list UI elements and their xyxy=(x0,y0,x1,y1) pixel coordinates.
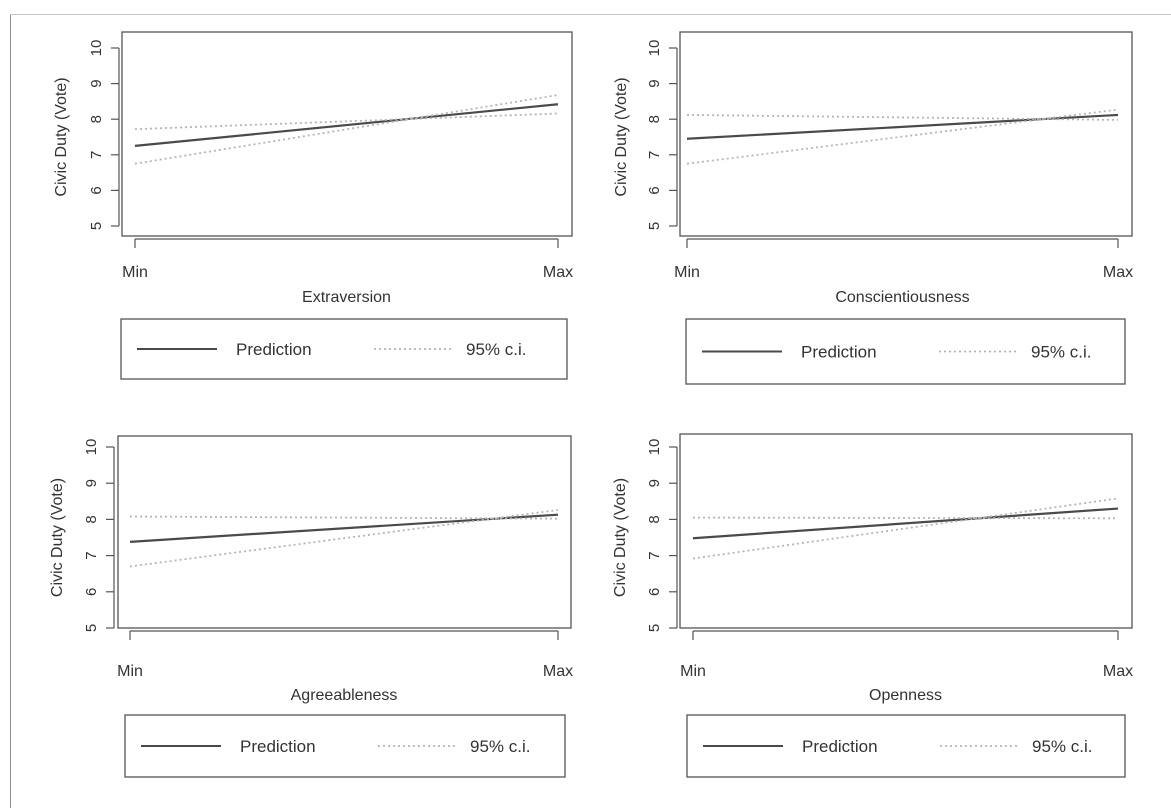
y-tick-label: 8 xyxy=(88,115,105,123)
legend: Prediction 95% c.i. xyxy=(686,714,1126,778)
ci-bound-line-2 xyxy=(134,112,559,131)
prediction-line xyxy=(129,513,559,543)
y-tick-label: 9 xyxy=(646,479,663,487)
ci-bound-line-1 xyxy=(686,108,1119,165)
x-tick-label-max: Max xyxy=(1103,663,1133,680)
chart-panel-3: 5 6 7 8 9 10 Civic Duty (Vote) Min Max Agreeablen… xyxy=(49,435,573,778)
y-tick-label: 10 xyxy=(646,439,663,456)
legend-prediction-label: Prediction xyxy=(802,737,878,756)
y-tick-label: 10 xyxy=(83,439,100,456)
x-tick-label-min: Min xyxy=(117,663,143,680)
y-tick-label: 5 xyxy=(83,624,100,632)
page-top-rule xyxy=(10,14,1171,15)
y-tick-label: 8 xyxy=(646,115,663,123)
legend-ci-label: 95% c.i. xyxy=(1032,737,1092,756)
ci-bound-line-1 xyxy=(692,497,1119,560)
legend-ci-label: 95% c.i. xyxy=(470,737,530,756)
y-tick-label: 7 xyxy=(88,151,105,159)
ci-bound-line-2 xyxy=(686,114,1119,121)
y-tick-label: 5 xyxy=(646,624,663,632)
y-tick-label: 5 xyxy=(646,222,663,230)
x-tick-label-max: Max xyxy=(1103,264,1133,281)
y-axis-title: Civic Duty (Vote) xyxy=(53,77,70,196)
prediction-line xyxy=(692,507,1119,540)
legend: Prediction 95% c.i. xyxy=(685,318,1126,385)
x-tick-label-max: Max xyxy=(543,663,573,680)
y-tick-label: 10 xyxy=(646,40,663,57)
y-tick-label: 7 xyxy=(646,551,663,559)
ci-bound-line-2 xyxy=(692,516,1119,520)
y-tick-label: 9 xyxy=(646,79,663,87)
y-axis-title: Civic Duty (Vote) xyxy=(612,478,629,597)
chart-panel-2: 5 6 7 8 9 10 Civic Duty (Vote) Min Max Conscienti… xyxy=(613,31,1133,385)
x-axis-title: Conscientiousness xyxy=(835,289,969,306)
plot-frame xyxy=(121,31,573,237)
chart-panel-4: 5 6 7 8 9 10 Civic Duty (Vote) Min Max Openness Pr… xyxy=(612,433,1133,778)
y-tick-label: 6 xyxy=(88,186,105,194)
legend-prediction-label: Prediction xyxy=(801,343,877,362)
x-tick-label-min: Min xyxy=(674,264,700,281)
x-axis-title: Agreeableness xyxy=(291,687,398,704)
y-tick-label: 8 xyxy=(83,515,100,523)
y-tick-label: 9 xyxy=(83,479,100,487)
ci-bound-line-1 xyxy=(129,509,559,568)
x-tick-label-min: Min xyxy=(122,264,148,281)
y-tick-label: 7 xyxy=(646,151,663,159)
plot-frame xyxy=(117,435,572,629)
ci-bound-line-2 xyxy=(129,515,559,520)
page-left-rule xyxy=(10,14,11,808)
y-tick-label: 8 xyxy=(646,515,663,523)
y-axis-title: Civic Duty (Vote) xyxy=(613,77,630,196)
y-tick-label: 6 xyxy=(646,588,663,596)
y-tick-label: 7 xyxy=(83,551,100,559)
y-tick-label: 6 xyxy=(83,588,100,596)
y-tick-label: 9 xyxy=(88,79,105,87)
ci-bound-line-1 xyxy=(134,94,559,165)
legend: Prediction 95% c.i. xyxy=(124,714,566,778)
legend-prediction-label: Prediction xyxy=(240,737,316,756)
legend: Prediction 95% c.i. xyxy=(120,318,568,380)
x-axis-title: Extraversion xyxy=(302,289,391,306)
legend-ci-label: 95% c.i. xyxy=(1031,343,1091,362)
y-tick-label: 5 xyxy=(88,222,105,230)
prediction-line xyxy=(134,103,559,147)
y-axis-title: Civic Duty (Vote) xyxy=(49,478,66,597)
x-axis-title: Openness xyxy=(869,687,942,704)
legend-ci-label: 95% c.i. xyxy=(466,340,526,359)
plot-frame xyxy=(679,31,1133,237)
plot-frame xyxy=(679,433,1133,629)
x-tick-label-max: Max xyxy=(543,264,573,281)
legend-prediction-label: Prediction xyxy=(236,340,312,359)
x-tick-label-min: Min xyxy=(680,663,706,680)
y-tick-label: 6 xyxy=(646,186,663,194)
y-tick-label: 10 xyxy=(88,40,105,57)
chart-panel-1: 5 6 7 8 9 10 Civic Duty (Vote) Min Max Extraversi… xyxy=(53,31,573,380)
